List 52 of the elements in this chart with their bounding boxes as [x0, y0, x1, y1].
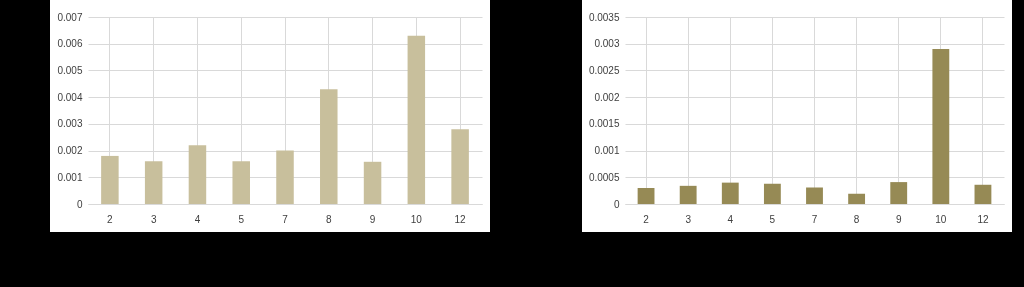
x-tick-label: 7: [811, 213, 818, 225]
x-tick-label: 5: [238, 213, 245, 225]
bar: [320, 89, 338, 204]
bar: [451, 129, 469, 204]
x-tick-label: 9: [895, 213, 902, 225]
x-tick-label: 8: [853, 213, 860, 225]
bar: [721, 182, 739, 204]
x-tick-label: 7: [282, 213, 289, 225]
bar: [232, 161, 250, 204]
y-tick-label: 0.0025: [588, 64, 620, 76]
bar: [848, 193, 866, 204]
bar: [637, 187, 655, 204]
x-tick-label: 3: [150, 213, 157, 225]
y-tick-label: 0.006: [57, 38, 83, 50]
y-tick-label: 0.001: [57, 171, 83, 183]
bar: [101, 155, 119, 204]
bar: [144, 161, 163, 204]
y-tick-label: 0.007: [57, 11, 83, 23]
x-tick-label: 2: [107, 213, 114, 225]
y-tick-label: 0: [613, 198, 620, 210]
x-tick-label: 8: [326, 213, 332, 225]
x-tick-label: 12: [977, 213, 989, 225]
y-tick-label: 0.001: [594, 145, 620, 157]
bar: [806, 187, 823, 204]
x-tick-label: 10: [410, 213, 423, 225]
x-tick-label: 12: [454, 213, 467, 225]
y-tick-label: 0: [76, 198, 83, 210]
y-tick-label: 0.0035: [588, 11, 620, 23]
bar: [890, 182, 908, 204]
y-tick-label: 0.0005: [588, 171, 620, 183]
y-tick-label: 0.004: [57, 91, 83, 103]
y-tick-label: 0.002: [594, 91, 620, 103]
y-tick-label: 0.002: [57, 145, 83, 157]
x-tick-label: 4: [727, 213, 734, 225]
x-tick-label: 2: [643, 213, 650, 225]
bar: [763, 183, 781, 204]
y-tick-label: 0.005: [57, 64, 83, 76]
y-tick-label: 0.003: [594, 38, 620, 50]
x-tick-label: 3: [685, 213, 692, 225]
x-tick-label: 4: [194, 213, 201, 225]
y-tick-label: 0.003: [57, 118, 83, 130]
bar: [188, 145, 207, 204]
bar: [363, 161, 382, 204]
x-tick-label: 9: [369, 213, 376, 225]
x-tick-label: 10: [935, 213, 947, 225]
bar: [407, 35, 426, 204]
bar: [276, 150, 294, 204]
bar: [974, 184, 992, 204]
bar: [932, 49, 950, 204]
bar: [679, 185, 697, 204]
y-tick-label: 0.0015: [588, 118, 620, 130]
x-tick-label: 5: [769, 213, 776, 225]
